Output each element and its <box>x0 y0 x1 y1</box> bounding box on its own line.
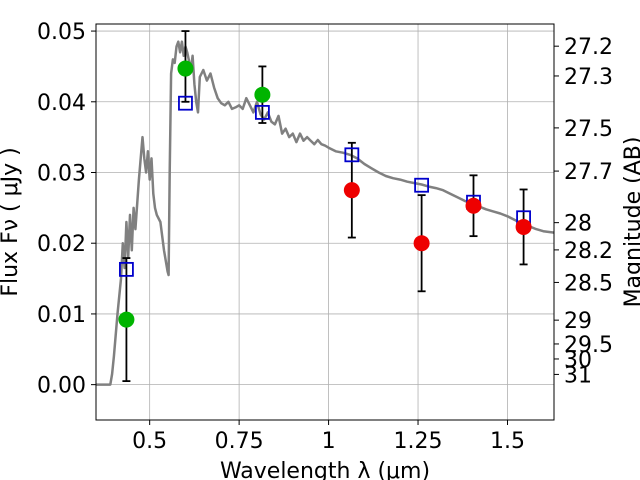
x-axis-ticks: 0.5 0.75 1 1.25 1.5 <box>132 420 525 454</box>
x-tick-label: 0.5 <box>132 429 167 454</box>
observed-point <box>413 235 430 252</box>
x-tick-label: 1 <box>322 429 336 454</box>
y-tick-label: 0.02 <box>37 232 86 257</box>
x-axis-title: Wavelength λ (μm) <box>220 459 430 480</box>
grid <box>96 24 554 420</box>
magnitude-tick-label: 27.7 <box>564 160 613 185</box>
model-band-markers <box>119 95 531 277</box>
observed-point <box>118 311 135 328</box>
model-band-square <box>254 104 270 120</box>
model-band-square <box>119 261 134 277</box>
observed-point <box>515 218 532 235</box>
magnitude-tick-label: 28.5 <box>564 271 613 296</box>
magnitude-tick-label: 29 <box>564 309 592 334</box>
y-tick-label: 0.00 <box>37 374 86 399</box>
magnitude-axis-title: Magnitude (AB) <box>621 137 640 308</box>
y-axis-title: Flux Fν ( μJy ) <box>0 147 23 296</box>
observed-point <box>177 60 194 77</box>
y-axis-ticks: 0.00 0.01 0.02 0.03 0.04 0.05 <box>37 20 96 399</box>
y-tick-label: 0.05 <box>37 20 86 45</box>
observed-point <box>343 182 360 199</box>
observed-point <box>254 86 271 103</box>
model-band-square <box>178 95 193 111</box>
x-tick-label: 1.5 <box>490 429 525 454</box>
model-spectrum <box>96 40 555 386</box>
magnitude-tick-label: 28.2 <box>564 239 613 264</box>
model-band-square <box>344 147 360 163</box>
magnitude-tick-label: 29.5 <box>564 333 613 358</box>
magnitude-tick-label: 27.2 <box>564 35 613 60</box>
magnitude-tick-label: 27.3 <box>564 65 613 90</box>
observed-point <box>465 197 482 214</box>
y-tick-label: 0.03 <box>37 162 86 187</box>
magnitude-tick-label: 28 <box>564 212 592 237</box>
spectrum-line <box>96 40 555 386</box>
x-tick-label: 1.25 <box>394 429 443 454</box>
observed-markers <box>118 60 532 328</box>
magnitude-tick-label: 30 <box>564 348 592 373</box>
plot-frame <box>95 23 555 421</box>
x-tick-label: 0.75 <box>215 429 264 454</box>
magnitude-tick-label: 27.5 <box>564 117 613 142</box>
magnitude-tick-label: 31 <box>564 363 592 388</box>
y-tick-label: 0.01 <box>37 303 86 328</box>
y-tick-label: 0.04 <box>37 91 86 116</box>
model-band-square <box>414 177 430 193</box>
